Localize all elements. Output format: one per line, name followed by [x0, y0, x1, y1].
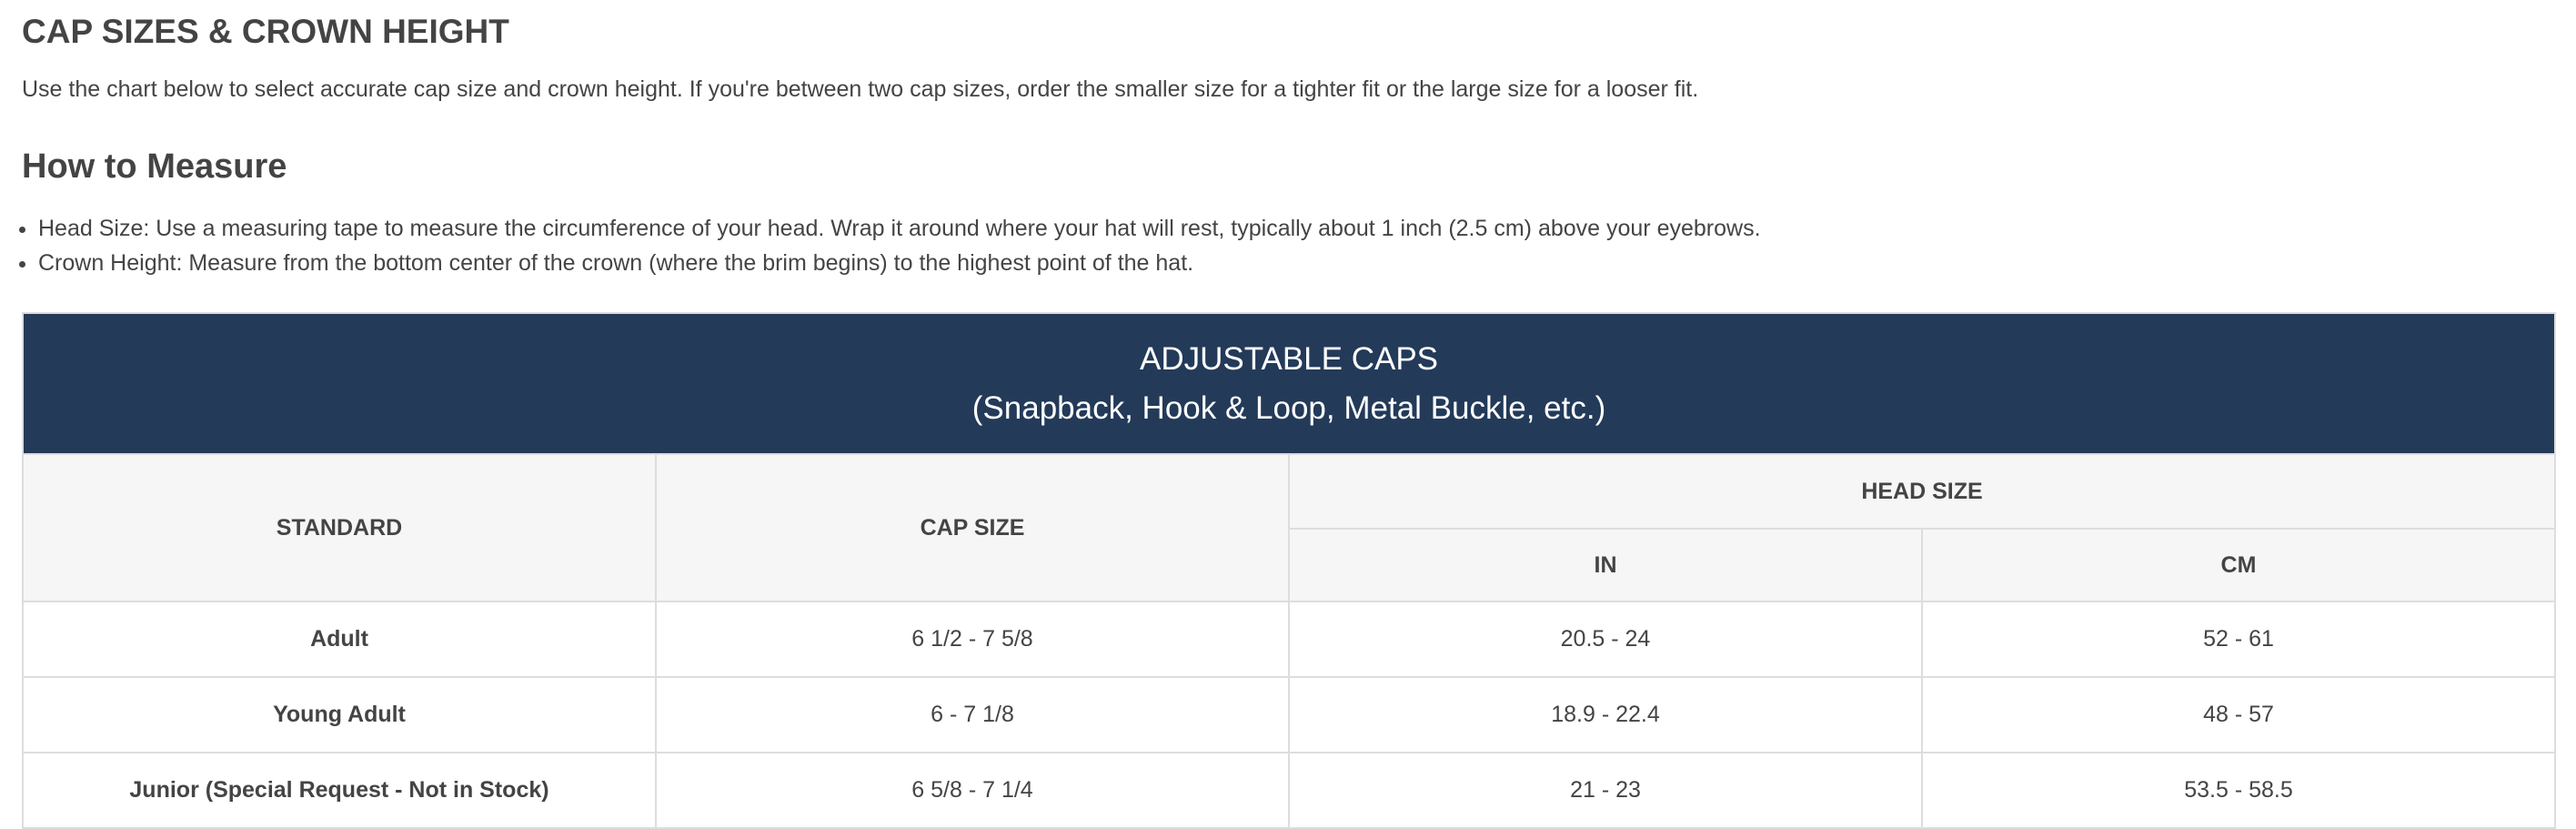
list-item-crown-height: Crown Height: Measure from the bottom ce… — [38, 246, 1761, 280]
header-cm: CM — [1921, 528, 2556, 602]
table-row: Young Adult 6 - 7 1/8 18.9 - 22.4 48 - 5… — [22, 676, 2556, 753]
cell-cm: 52 - 61 — [1921, 601, 2556, 678]
cell-in: 20.5 - 24 — [1288, 601, 1923, 678]
size-chart-table: ADJUSTABLE CAPS (Snapback, Hook & Loop, … — [22, 312, 2556, 829]
table-banner: ADJUSTABLE CAPS (Snapback, Hook & Loop, … — [22, 312, 2556, 455]
how-to-measure-heading: How to Measure — [22, 147, 287, 186]
cell-standard: Young Adult — [22, 676, 657, 753]
cell-cm: 53.5 - 58.5 — [1921, 752, 2556, 829]
page-title: CAP SIZES & CROWN HEIGHT — [22, 13, 509, 50]
header-head-size: HEAD SIZE — [1288, 453, 2556, 530]
table-row: Junior (Special Request - Not in Stock) … — [22, 752, 2556, 829]
cell-in: 18.9 - 22.4 — [1288, 676, 1923, 753]
header-in: IN — [1288, 528, 1923, 602]
measure-instructions: Head Size: Use a measuring tape to measu… — [22, 211, 1761, 280]
list-item-head-size: Head Size: Use a measuring tape to measu… — [38, 211, 1761, 246]
cell-cap-size: 6 5/8 - 7 1/4 — [655, 752, 1290, 829]
header-cap-size: CAP SIZE — [655, 453, 1290, 602]
table-row: Adult 6 1/2 - 7 5/8 20.5 - 24 52 - 61 — [22, 601, 2556, 678]
table-title: ADJUSTABLE CAPS — [1139, 340, 1439, 377]
table-subtitle: (Snapback, Hook & Loop, Metal Buckle, et… — [971, 389, 1606, 426]
cell-cap-size: 6 1/2 - 7 5/8 — [655, 601, 1290, 678]
cell-standard: Adult — [22, 601, 657, 678]
cell-cap-size: 6 - 7 1/8 — [655, 676, 1290, 753]
header-standard: STANDARD — [22, 453, 657, 602]
intro-text: Use the chart below to select accurate c… — [22, 76, 1699, 102]
cell-cm: 48 - 57 — [1921, 676, 2556, 753]
cell-in: 21 - 23 — [1288, 752, 1923, 829]
cell-standard: Junior (Special Request - Not in Stock) — [22, 752, 657, 829]
